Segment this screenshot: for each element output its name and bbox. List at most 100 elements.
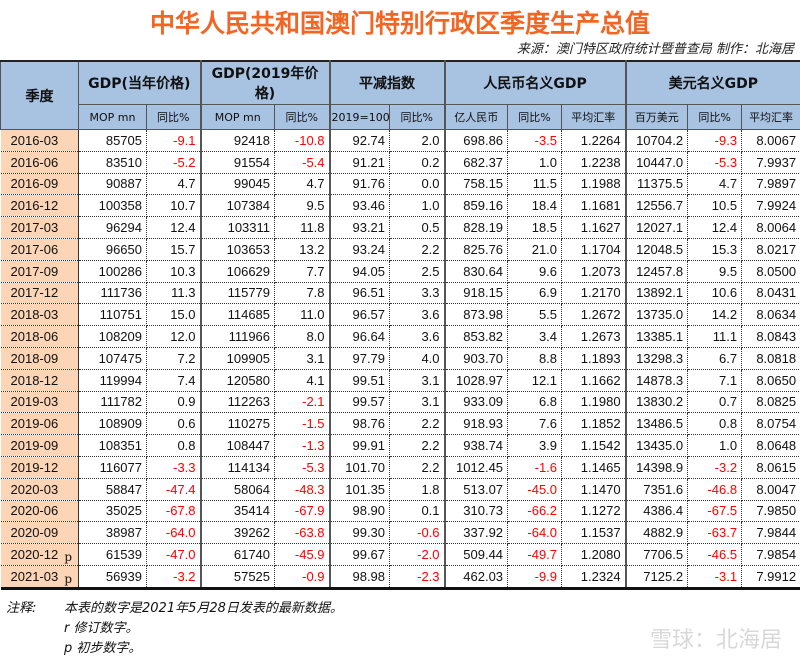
value-cell: -3.5 (507, 129, 563, 152)
quarter-label: 2020-12 (10, 547, 59, 563)
value-cell: 103653 (200, 238, 276, 261)
quarter-cell: 2019-06 (0, 412, 79, 436)
value-cell: -3.3 (146, 456, 202, 479)
value-cell: 853.82 (444, 325, 509, 348)
value-cell: 4386.4 (625, 500, 689, 523)
value-cell: 13486.5 (625, 412, 689, 436)
value-cell: 828.19 (444, 216, 509, 239)
table-row: 2020-12 p 61539 -47.0 61740 -45.9 99.67 -2.0 509… (0, 543, 800, 566)
quarter-label: 2018-06 (10, 329, 59, 345)
value-cell: 94.05 (329, 260, 391, 283)
quarter-cell: 2017-03 (0, 216, 79, 239)
value-cell: 96.51 (329, 282, 391, 305)
value-cell: -0.6 (389, 521, 446, 545)
value-cell: -3.2 (146, 565, 202, 589)
value-cell: 1.2170 (561, 282, 627, 305)
value-cell: 10704.2 (625, 129, 689, 152)
value-cell: 11375.5 (625, 173, 689, 196)
value-cell: 2.2 (389, 434, 446, 457)
value-cell: 12.4 (146, 216, 202, 239)
value-cell: 83510 (78, 151, 147, 174)
value-cell: 56939 (78, 565, 147, 589)
header-usd-gdp: 美元名义GDP (625, 60, 800, 105)
value-cell: 99.67 (329, 543, 391, 566)
value-cell: -5.3 (687, 151, 743, 174)
value-cell: 1.2080 (561, 543, 627, 566)
value-cell: 10.7 (146, 194, 202, 218)
value-cell: 10.6 (687, 282, 743, 305)
value-cell: -47.0 (146, 543, 202, 566)
value-cell: 115779 (200, 282, 276, 305)
value-cell: 35025 (78, 500, 147, 523)
value-cell: 8.0064 (741, 216, 800, 239)
value-cell: 21.0 (507, 238, 563, 261)
value-cell: -9.1 (146, 129, 202, 152)
value-cell: 903.70 (444, 347, 509, 370)
value-cell: 11.8 (274, 216, 331, 239)
value-cell: 99.30 (329, 521, 391, 545)
value-cell: 114134 (200, 456, 276, 479)
table-row: 2016-03 85705 -9.1 92418 -10.8 92.74 2.0 698.86… (0, 129, 800, 152)
note-line-3: p 初步数字。 (64, 641, 142, 656)
quarter-label: 2018-09 (10, 350, 59, 366)
value-cell: 12.4 (687, 216, 743, 239)
quarter-label: 2018-03 (10, 307, 59, 323)
value-cell: -67.9 (274, 500, 331, 523)
value-cell: 7706.5 (625, 543, 689, 566)
value-cell: 11.1 (687, 325, 743, 348)
quarter-cell: 2020-03 (0, 478, 79, 501)
notes: 注释: 本表的数字是2021年5月28日发表的最新数据。 r 修订数字。 p 初步… (6, 597, 343, 657)
value-cell: 682.37 (444, 151, 509, 174)
value-cell: 101.35 (329, 478, 391, 501)
value-cell: 918.15 (444, 282, 509, 305)
value-cell: 1.1662 (561, 369, 627, 392)
value-cell: -47.4 (146, 478, 202, 501)
value-cell: 8.0825 (741, 391, 800, 414)
table-row: 2017-03 96294 12.4 103311 11.8 93.21 0.5 828.19… (0, 216, 800, 239)
value-cell: 2.0 (389, 129, 446, 152)
header-rmb-gdp: 人民币名义GDP (444, 60, 627, 105)
value-cell: 1.0 (687, 434, 743, 457)
value-cell: 11.5 (507, 173, 563, 196)
value-cell: 12027.1 (625, 216, 689, 239)
value-cell: 98.98 (329, 565, 391, 589)
value-cell: -5.3 (274, 456, 331, 479)
subheader-10: 同比% (687, 104, 743, 130)
value-cell: 120580 (200, 369, 276, 392)
value-cell: 10.3 (146, 260, 202, 283)
quarter-cell: 2017-09 (0, 260, 79, 283)
header-deflator: 平减指数 (329, 60, 446, 105)
quarter-cell: 2019-12 (0, 456, 79, 479)
quarter-label: 2020-06 (10, 503, 59, 519)
quarter-label: 2017-06 (10, 241, 59, 257)
table-row: 2020-06 35025 -67.8 35414 -67.9 98.90 0.1 310.7… (0, 500, 800, 523)
value-cell: 15.3 (687, 238, 743, 261)
value-cell: -9.3 (687, 129, 743, 152)
value-cell: 1.2324 (561, 565, 627, 589)
quarter-label: 2016-09 (10, 176, 59, 192)
value-cell: 111736 (78, 282, 147, 305)
value-cell: 98.76 (329, 412, 391, 436)
note-line-1: 本表的数字是2021年5月28日发表的最新数据。 (64, 601, 343, 616)
value-cell: 12048.5 (625, 238, 689, 261)
quarter-label: 2016-03 (10, 132, 59, 148)
value-cell: 119994 (78, 369, 147, 392)
value-cell: 1.1627 (561, 216, 627, 239)
quarter-cell: 2018-03 (0, 303, 79, 327)
value-cell: 11.0 (274, 303, 331, 327)
table-row: 2019-03 111782 0.9 112263 -2.1 99.57 3.1 933.09… (0, 391, 800, 414)
value-cell: 13298.3 (625, 347, 689, 370)
quarter-label: 2018-12 (10, 372, 59, 388)
value-cell: 101.70 (329, 456, 391, 479)
value-cell: 13435.0 (625, 434, 689, 457)
value-cell: 825.76 (444, 238, 509, 261)
value-cell: 93.24 (329, 238, 391, 261)
value-cell: -2.3 (389, 565, 446, 589)
subheader-8: 平均汇率 (561, 104, 627, 130)
value-cell: 8.0648 (741, 434, 800, 457)
table-row: 2018-12 119994 7.4 120580 4.1 99.51 3.1 1028.97… (0, 369, 800, 392)
quarter-label: 2019-12 (10, 459, 59, 475)
value-cell: 12556.7 (625, 194, 689, 218)
value-cell: 13385.1 (625, 325, 689, 348)
value-cell: 18.4 (507, 194, 563, 218)
